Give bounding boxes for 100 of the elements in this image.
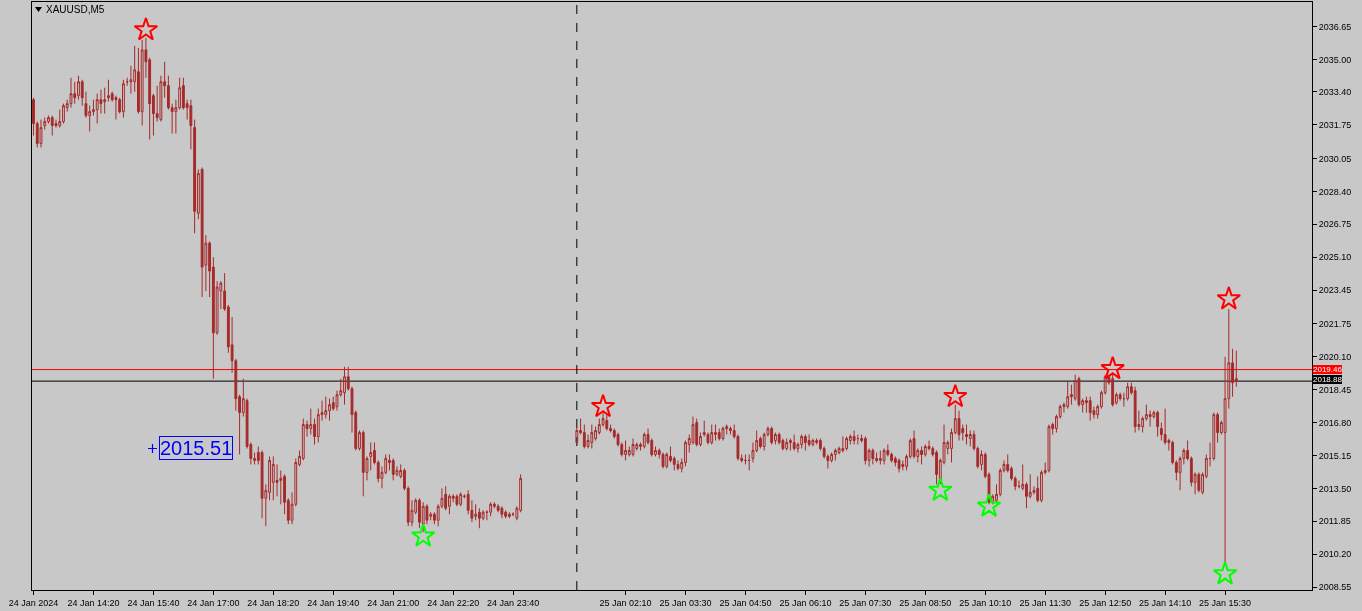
point <box>942 383 968 408</box>
y-tick-label: 2020.10 <box>1318 351 1352 362</box>
candlestick <box>328 398 331 422</box>
x-tick-label: 25 Jan 06:10 <box>779 597 832 608</box>
candlestick <box>897 457 901 473</box>
point <box>1216 286 1242 310</box>
candlestick <box>714 424 717 442</box>
y-tick-label: 2021.75 <box>1318 319 1352 330</box>
candlestick <box>1156 410 1160 438</box>
candlestick <box>271 455 275 501</box>
candlestick <box>642 432 646 449</box>
candlestick <box>200 166 204 298</box>
candlestick <box>62 103 65 125</box>
candlestick <box>1111 372 1115 408</box>
y-tick-label: 2030.05 <box>1318 153 1352 164</box>
y-tick-label: 2026.75 <box>1318 219 1352 230</box>
ref-line-label: 2018.88 <box>1313 375 1343 384</box>
point <box>133 17 159 41</box>
candlestick <box>845 436 849 451</box>
candlestick <box>661 451 665 469</box>
candlestick <box>122 79 125 119</box>
x-tick-label: 25 Jan 04:50 <box>719 597 772 608</box>
x-tick-label: 24 Jan 2024 <box>8 597 59 608</box>
candlestick <box>792 434 796 451</box>
x-tick-label: 25 Jan 10:10 <box>959 597 1012 608</box>
y-tick-label: 2015.15 <box>1318 450 1352 461</box>
y-tick-label: 2011.85 <box>1318 516 1351 527</box>
candlestick <box>605 414 609 432</box>
y-tick-label: 2025.10 <box>1318 252 1352 263</box>
candlestick <box>785 438 789 451</box>
candlestick <box>863 436 867 465</box>
candlestick <box>811 438 815 447</box>
candlestick <box>507 511 511 519</box>
x-tick-label: 24 Jan 14:20 <box>67 597 120 608</box>
candlestick <box>500 505 504 519</box>
annotation: 2015.51 <box>160 437 233 459</box>
candlestick <box>833 447 837 461</box>
point <box>1212 561 1238 585</box>
candlestick <box>140 39 144 127</box>
x-tick-label: 25 Jan 08:50 <box>899 597 952 608</box>
candlestick <box>717 428 721 442</box>
y-tick-label: 2008.55 <box>1318 582 1352 593</box>
candlestick <box>69 77 73 109</box>
x-tick-label: 24 Jan 23:40 <box>487 597 540 608</box>
candlestick <box>807 434 811 447</box>
candlestick <box>882 447 886 465</box>
candlestick <box>421 501 425 533</box>
candlestick <box>878 449 882 465</box>
candlestick <box>1066 380 1070 410</box>
candlestick <box>676 459 680 471</box>
y-tick-label: 2036.65 <box>1318 22 1352 33</box>
candlestick <box>871 447 875 465</box>
candlestick <box>920 445 923 465</box>
candlestick <box>324 396 328 420</box>
candlestick <box>39 119 43 149</box>
y-tick-label: 2035.00 <box>1318 54 1352 65</box>
candlestick <box>418 497 421 529</box>
candlestick <box>841 436 845 453</box>
candlestick <box>459 491 463 507</box>
candlestick <box>852 430 856 445</box>
x-tick-label: 25 Jan 11:30 <box>1019 597 1071 608</box>
candlestick <box>935 449 938 485</box>
x-tick-label: 24 Jan 21:00 <box>367 597 420 608</box>
y-tick-label: 2028.40 <box>1318 186 1352 197</box>
candlestick <box>50 115 54 137</box>
candlestick <box>1088 396 1092 422</box>
candlestick <box>455 493 459 507</box>
candlestick <box>444 485 448 511</box>
x-tick-label: 25 Jan 02:10 <box>599 597 652 608</box>
x-tick-label: 24 Jan 22:20 <box>427 597 480 608</box>
candlestick <box>770 426 774 445</box>
point <box>410 523 436 547</box>
point <box>927 477 953 501</box>
candlestick <box>1197 471 1201 493</box>
y-tick-label: 2023.45 <box>1318 285 1352 296</box>
y-tick-label: 2018.45 <box>1318 384 1352 395</box>
candlestick <box>875 451 879 463</box>
candlestick <box>477 507 481 529</box>
candlestick <box>1133 386 1137 434</box>
candlestick <box>695 418 699 447</box>
ref-line-label: 2019.46 <box>1313 365 1343 374</box>
candlestick <box>103 87 107 115</box>
candlestick <box>800 434 804 449</box>
candlestick <box>788 438 792 451</box>
chart-title: XAUUSD,M5 <box>46 4 105 15</box>
x-tick-label: 25 Jan 14:10 <box>1139 597 1192 608</box>
candlestick <box>343 366 346 406</box>
candlestick <box>710 424 714 445</box>
candlestick <box>590 424 594 449</box>
candlestick <box>504 509 508 519</box>
y-tick-label: 2016.80 <box>1318 417 1352 428</box>
y-tick-label: 2033.40 <box>1318 86 1352 97</box>
x-tick-label: 24 Jan 18:20 <box>247 597 300 608</box>
point <box>1100 355 1125 380</box>
candlestick <box>114 95 118 121</box>
x-tick-label: 25 Jan 15:30 <box>1199 597 1252 608</box>
candlestick <box>95 93 99 125</box>
candlestick <box>965 424 968 445</box>
candlestick <box>1047 424 1051 473</box>
candlestick <box>729 426 732 436</box>
